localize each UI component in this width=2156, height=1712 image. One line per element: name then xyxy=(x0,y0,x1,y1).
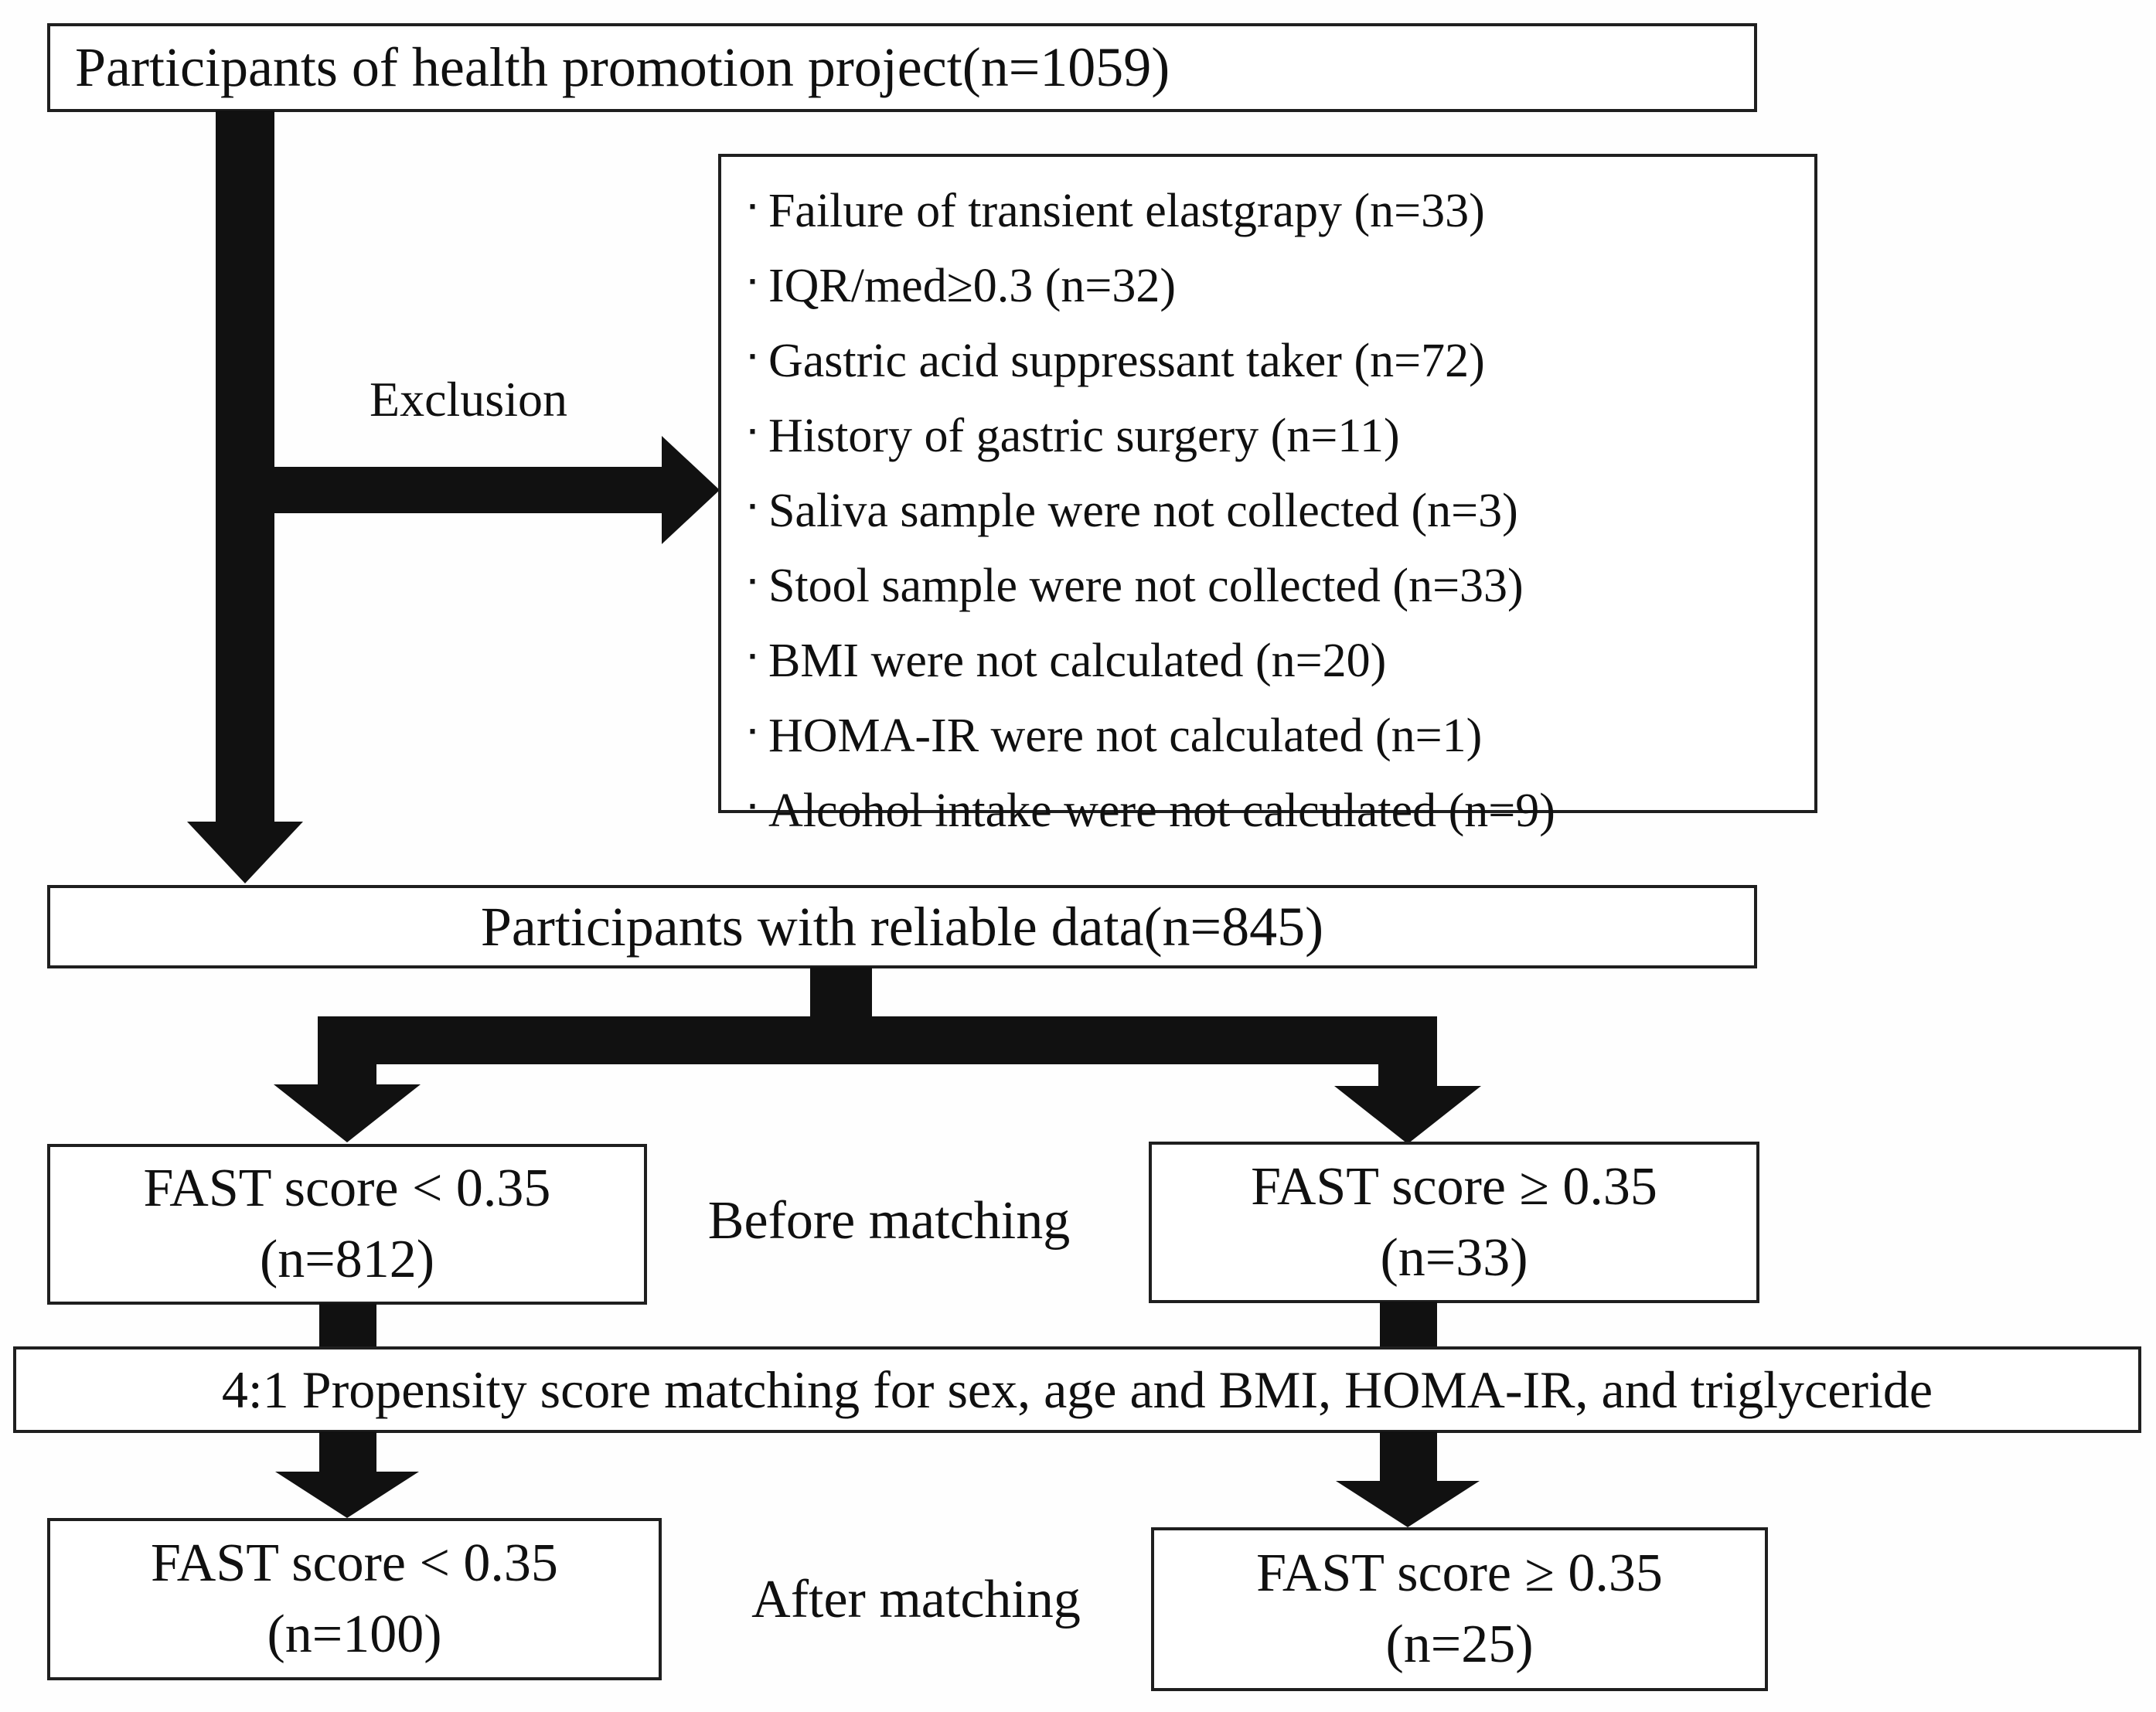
after-left-line2: (n=100) xyxy=(267,1605,442,1664)
exclusion-item: · History of gastric surgery (n=11) xyxy=(748,402,1555,477)
after-right-box: FAST score ≥ 0.35 (n=25) xyxy=(1151,1527,1768,1691)
bullet-icon: · xyxy=(748,267,758,298)
before-right-box: FAST score ≥ 0.35 (n=33) xyxy=(1149,1142,1759,1303)
after-right-line2: (n=25) xyxy=(1385,1615,1534,1674)
exclusion-item: · BMI were not calculated (n=20) xyxy=(748,627,1555,702)
before-left-box: FAST score < 0.35 (n=812) xyxy=(47,1144,647,1305)
exclusion-item: · HOMA-IR were not calculated (n=1) xyxy=(748,702,1555,777)
split-bar xyxy=(318,1016,1437,1064)
after-left-line1: FAST score < 0.35 xyxy=(151,1533,558,1593)
before-right-line2: (n=33) xyxy=(1380,1227,1528,1288)
after-left-box: FAST score < 0.35 (n=100) xyxy=(47,1518,662,1680)
before-left-line1: FAST score < 0.35 xyxy=(143,1159,551,1218)
before-left-line2: (n=812) xyxy=(259,1230,435,1289)
after-right-arrow-shaft xyxy=(1380,1431,1437,1481)
before-right-stub xyxy=(1380,1302,1437,1348)
bullet-icon: · xyxy=(748,791,758,822)
exclusion-item: · Alcohol intake were not calculated (n=9… xyxy=(748,777,1555,852)
split-stub xyxy=(810,967,872,1019)
split-left-shaft xyxy=(318,1064,376,1086)
bullet-icon: · xyxy=(748,192,758,223)
after-matching-label: After matching xyxy=(751,1570,1081,1629)
after-right-line1: FAST score ≥ 0.35 xyxy=(1256,1544,1663,1603)
exclusion-item-text: History of gastric surgery (n=11) xyxy=(768,410,1400,462)
bullet-icon: · xyxy=(748,716,758,747)
propensity-matching-text: 4:1 Propensity score matching for sex, a… xyxy=(221,1360,1933,1419)
exclusion-item-text: Saliva sample were not collected (n=3) xyxy=(768,485,1518,537)
exclusion-list: · Failure of transient elastgrapy (n=33) … xyxy=(748,177,1555,852)
reliable-data-box: Participants with reliable data(n=845) xyxy=(47,885,1757,968)
exclusion-item-text: Failure of transient elastgrapy (n=33) xyxy=(768,185,1485,237)
split-right-shaft xyxy=(1378,1064,1437,1086)
exclusion-item: · Saliva sample were not collected (n=3) xyxy=(748,477,1555,552)
after-left-arrowhead-down-icon xyxy=(275,1472,419,1518)
reliable-data-text: Participants with reliable data(n=845) xyxy=(480,895,1324,958)
before-right-line1: FAST score ≥ 0.35 xyxy=(1251,1156,1657,1217)
exclusion-box: · Failure of transient elastgrapy (n=33) … xyxy=(718,154,1817,837)
before-matching-label: Before matching xyxy=(707,1191,1071,1251)
before-left-stub xyxy=(319,1303,376,1348)
top-participants-text: Participants of health promotion project… xyxy=(75,36,1170,98)
exclusion-arrowhead-right-icon xyxy=(662,436,720,544)
exclusion-item: · IQR/med≥0.3 (n=32) xyxy=(748,252,1555,327)
exclusion-label: Exclusion xyxy=(370,372,567,427)
propensity-matching-box: 4:1 Propensity score matching for sex, a… xyxy=(13,1346,2141,1433)
top-participants-box: Participants of health promotion project… xyxy=(47,23,1757,112)
exclusion-item-text: IQR/med≥0.3 (n=32) xyxy=(768,260,1176,312)
bullet-icon: · xyxy=(748,642,758,672)
bullet-icon: · xyxy=(748,417,758,448)
exclusion-item-text: Stool sample were not collected (n=33) xyxy=(768,560,1524,612)
split-right-arrowhead-down-icon xyxy=(1334,1086,1481,1144)
exclusion-item: · Gastric acid suppressant taker (n=72) xyxy=(748,327,1555,402)
split-left-arrowhead-down-icon xyxy=(274,1084,421,1142)
after-right-arrowhead-down-icon xyxy=(1336,1481,1480,1527)
after-left-arrow-shaft xyxy=(319,1431,376,1473)
exclusion-item-text: Alcohol intake were not calculated (n=9) xyxy=(768,785,1555,837)
exclusion-item: · Failure of transient elastgrapy (n=33) xyxy=(748,177,1555,252)
exclusion-arrow-shaft xyxy=(232,467,665,513)
trunk-arrowhead-down-icon xyxy=(187,822,303,883)
exclusion-item: · Stool sample were not collected (n=33) xyxy=(748,552,1555,627)
exclusion-item-text: BMI were not calculated (n=20) xyxy=(768,635,1387,687)
exclusion-item-text: Gastric acid suppressant taker (n=72) xyxy=(768,335,1485,387)
bullet-icon: · xyxy=(748,342,758,373)
bullet-icon: · xyxy=(748,567,758,597)
bullet-icon: · xyxy=(748,492,758,522)
exclusion-item-text: HOMA-IR were not calculated (n=1) xyxy=(768,710,1483,762)
